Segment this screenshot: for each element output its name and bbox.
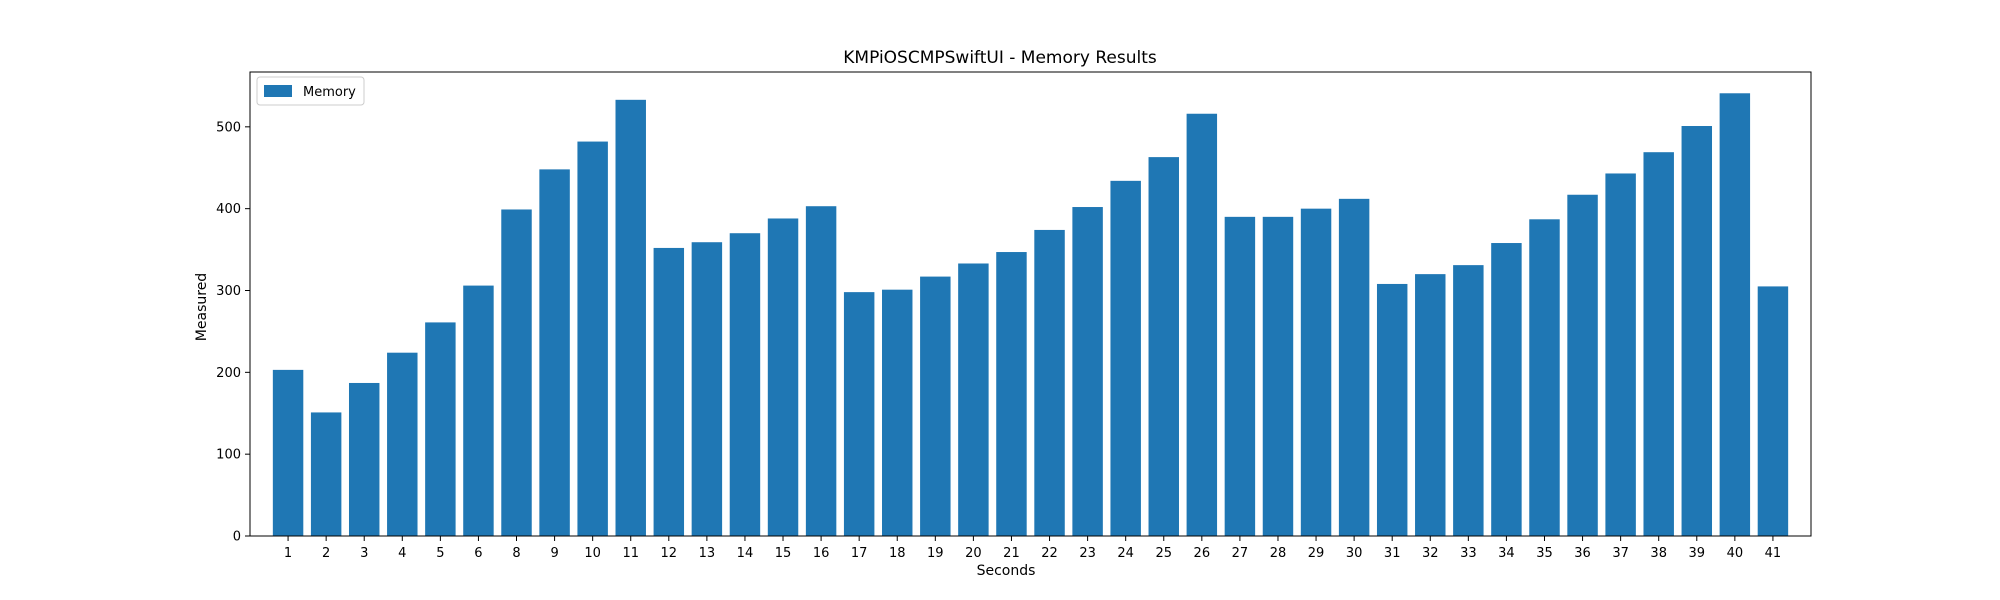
bar-18 (882, 289, 913, 536)
x-tick-label-34: 34 (1498, 546, 1515, 561)
x-tick-label-18: 18 (889, 546, 906, 561)
bar-36 (1567, 194, 1598, 536)
bar-28 (1262, 216, 1294, 536)
bar-30 (1338, 198, 1370, 536)
bar-15 (767, 218, 799, 537)
legend-label-memory: Memory (303, 85, 356, 100)
bar-14 (729, 233, 761, 536)
bar-19 (920, 276, 951, 536)
x-tick-label-40: 40 (1727, 546, 1744, 561)
y-axis: 0 100 200 300 400 500 (216, 120, 250, 545)
y-tick-label-0: 0 (233, 530, 241, 545)
bar-41 (1757, 286, 1789, 536)
bar-13 (691, 242, 723, 536)
x-tick-label-12: 12 (661, 546, 678, 561)
bar-29 (1300, 208, 1332, 536)
x-tick-label-10: 10 (584, 546, 601, 561)
x-tick-label-16: 16 (813, 546, 830, 561)
bar-5 (425, 322, 456, 536)
y-tick-label-100: 100 (216, 448, 241, 463)
bar-24 (1110, 180, 1141, 536)
x-tick-label-22: 22 (1041, 546, 1058, 561)
x-tick-label-21: 21 (1003, 546, 1020, 561)
x-tick-label-29: 29 (1308, 546, 1325, 561)
bar-17 (843, 292, 875, 536)
x-tick-label-23: 23 (1079, 546, 1096, 561)
bar-2 (310, 412, 342, 536)
x-tick-label-1: 1 (284, 546, 292, 561)
x-tick-label-36: 36 (1574, 546, 1591, 561)
x-tick-label-17: 17 (851, 546, 868, 561)
bar-16 (805, 206, 837, 536)
bar-33 (1453, 265, 1484, 536)
bar-38 (1643, 152, 1674, 536)
bar-10 (577, 141, 608, 536)
bar-21 (996, 252, 1027, 537)
x-tick-label-33: 33 (1460, 546, 1477, 561)
x-tick-label-14: 14 (737, 546, 754, 561)
y-tick-label-200: 200 (216, 366, 241, 381)
bar-27 (1224, 216, 1256, 536)
bar-35 (1529, 219, 1560, 537)
x-tick-label-27: 27 (1232, 546, 1249, 561)
x-tick-label-30: 30 (1346, 546, 1363, 561)
chart-title: KMPiOSCMPSwiftUI - Memory Results (843, 48, 1157, 68)
bar-31 (1376, 283, 1408, 536)
x-tick-label-38: 38 (1650, 546, 1667, 561)
x-tick-label-9: 9 (550, 546, 558, 561)
x-tick-label-39: 39 (1689, 546, 1706, 561)
x-tick-label-15: 15 (775, 546, 792, 561)
bar-32 (1415, 274, 1446, 536)
y-axis-label: Measured (194, 273, 210, 341)
legend-swatch-memory (264, 85, 292, 97)
bar-37 (1605, 173, 1636, 536)
x-tick-label-31: 31 (1384, 546, 1401, 561)
bar-20 (958, 263, 989, 536)
y-tick-label-300: 300 (216, 284, 241, 299)
bar-12 (653, 247, 685, 536)
x-tick-label-6: 6 (474, 546, 482, 561)
x-tick-label-8: 8 (512, 546, 520, 561)
x-tick-label-2: 2 (322, 546, 330, 561)
bar-1 (272, 369, 304, 536)
x-tick-label-13: 13 (699, 546, 716, 561)
x-tick-label-35: 35 (1536, 546, 1553, 561)
x-tick-label-4: 4 (398, 546, 406, 561)
x-tick-label-3: 3 (360, 546, 368, 561)
bar-9 (539, 169, 570, 536)
bar-6 (463, 285, 494, 536)
y-tick-label-500: 500 (216, 120, 241, 135)
x-tick-label-24: 24 (1117, 546, 1134, 561)
bar-25 (1148, 157, 1179, 537)
bar-39 (1681, 126, 1713, 536)
x-tick-label-19: 19 (927, 546, 944, 561)
legend: Memory (256, 76, 365, 106)
bar-8 (501, 209, 532, 537)
plot-frame (249, 71, 1812, 537)
x-tick-label-5: 5 (436, 546, 444, 561)
bar-26 (1186, 113, 1218, 537)
y-tick-label-400: 400 (216, 202, 241, 217)
x-tick-label-41: 41 (1765, 546, 1782, 561)
x-tick-label-25: 25 (1155, 546, 1172, 561)
x-axis: 1 2 3 4 5 6 8 9 10 11 12 13 14 15 16 17 18 19 20 21 22 23 24 25… (284, 536, 1781, 561)
bar-34 (1491, 243, 1522, 536)
bar-22 (1034, 229, 1065, 536)
x-tick-label-32: 32 (1422, 546, 1439, 561)
bar-23 (1072, 207, 1103, 536)
x-tick-label-20: 20 (965, 546, 982, 561)
legend-box (256, 76, 365, 106)
x-tick-label-28: 28 (1270, 546, 1287, 561)
x-axis-label: Seconds (977, 563, 1036, 579)
bar-4 (387, 352, 418, 536)
bar-40 (1719, 93, 1751, 536)
x-tick-label-37: 37 (1612, 546, 1629, 561)
x-tick-label-26: 26 (1194, 546, 1211, 561)
x-tick-label-11: 11 (622, 546, 639, 561)
bar-3 (348, 382, 380, 536)
bars-group (272, 93, 1789, 537)
bar-11 (615, 99, 646, 536)
